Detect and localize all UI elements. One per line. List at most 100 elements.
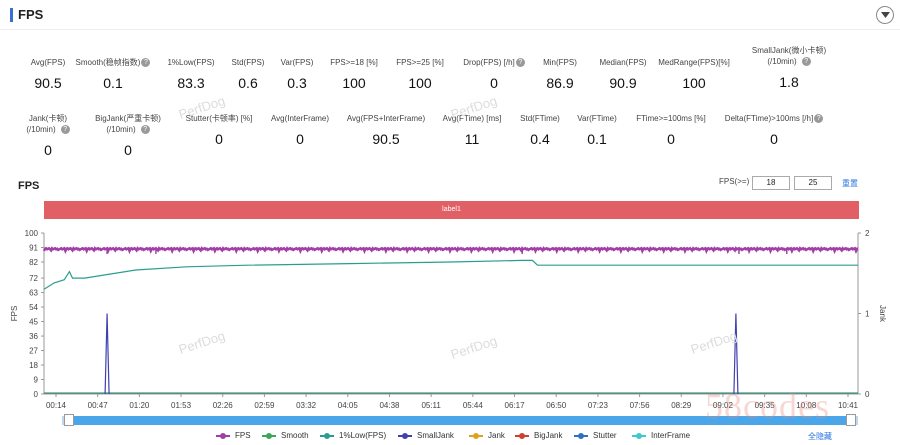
- stat-label-text: Var(FPS): [280, 58, 314, 67]
- stat-value: 0: [44, 142, 52, 158]
- legend-item-smooth[interactable]: Smooth: [262, 431, 309, 440]
- stat-label: Var(FPS): [237, 57, 357, 68]
- hide-all-button[interactable]: 全隐藏: [808, 432, 832, 441]
- stat-label-text: MedRange(FPS)[%]: [658, 58, 730, 67]
- y-tick-label: 45: [29, 318, 38, 327]
- stat-label-text: Avg(FPS+InterFrame): [346, 114, 426, 123]
- legend-label: SmallJank: [417, 431, 454, 440]
- legend-swatch: [398, 432, 412, 439]
- x-tick-label: 01:53: [171, 401, 192, 410]
- fps-threshold-input-2[interactable]: 25: [794, 176, 832, 190]
- stat-min-fps: Min(FPS) 86.9: [500, 57, 620, 91]
- legend-label: InterFrame: [651, 431, 691, 440]
- legend-label: Stutter: [593, 431, 617, 440]
- stat-label-text: Median(FPS): [599, 58, 647, 67]
- stat-avg-ftime-ms: Avg(FTime) [ms] 11: [412, 113, 532, 147]
- x-tick-label: 06:17: [505, 401, 526, 410]
- stat-median-fps: Median(FPS) 90.9: [563, 57, 683, 91]
- stat-label-text: Delta(FTime)>100ms [/h]: [724, 114, 814, 123]
- stat-value: 100: [408, 75, 432, 91]
- stat-label-text: Drop(FPS) [/h]: [463, 58, 515, 67]
- fps-line-chart[interactable]: 0 9 18 27 36 45 54 63 72 82 91 100 0 1 2 FPS Jank 00:14 00…: [0, 222, 900, 416]
- stat-ftime-100ms: FTime>=100ms [%] 0: [611, 113, 731, 147]
- legend-item-fps[interactable]: FPS: [216, 431, 251, 440]
- stat-fps-18: FPS>=18 [%] 100: [294, 57, 414, 91]
- y-tick-label: 0: [34, 390, 39, 399]
- stat-std-ftime: Std(FTime) 0.4: [480, 113, 600, 147]
- stat-label: FTime>=100ms [%]: [611, 113, 731, 124]
- help-icon[interactable]: ?: [60, 125, 70, 135]
- stat-label-text: 1%Low(FPS): [167, 58, 215, 67]
- stat-value: 90.5: [34, 75, 62, 91]
- stat-label: Median(FPS): [563, 57, 683, 68]
- stat-label-text: Var(FTime): [577, 114, 617, 123]
- x-tick-label: 07:23: [588, 401, 609, 410]
- stat-label-text: FTime>=100ms [%]: [636, 114, 706, 123]
- x-tick-label: 10:41: [838, 401, 859, 410]
- fps-threshold-input-1[interactable]: 18: [752, 176, 790, 190]
- stat-label: Drop(FPS) [/h]?: [434, 57, 554, 68]
- x-tick-label: 05:11: [421, 401, 441, 410]
- stat-value: 0.6: [238, 75, 258, 91]
- legend-item-jank[interactable]: Jank: [469, 431, 505, 440]
- stat-fps-25: FPS>=25 [%] 100: [360, 57, 480, 91]
- series-1pct-low-line: [43, 259, 858, 290]
- panel-header: FPS: [0, 0, 900, 30]
- legend-item-stutter[interactable]: Stutter: [574, 431, 617, 440]
- stat-value: 0.3: [287, 75, 307, 91]
- stat-label-text: Avg(FPS): [30, 58, 66, 67]
- legend-item-bigjank[interactable]: BigJank: [515, 431, 562, 440]
- stat-unit-text: (/10min): [26, 125, 56, 134]
- stat-bigjank: BigJank(严重卡顿) (/10min)? 0: [68, 113, 188, 158]
- stat-value: 11: [464, 131, 480, 147]
- x-tick-label: 09:35: [755, 401, 776, 410]
- x-tick-label: 07:56: [630, 401, 651, 410]
- reset-button[interactable]: 重置: [842, 179, 858, 188]
- stat-value: 0: [215, 131, 223, 147]
- help-icon[interactable]: ?: [515, 58, 525, 68]
- stat-smooth: Smooth(稳帧指数)? 0.1: [53, 57, 173, 91]
- stat-value: 0: [124, 142, 132, 158]
- legend-label: Jank: [488, 431, 505, 440]
- legend-item-smalljank[interactable]: SmallJank: [398, 431, 454, 440]
- stat-label: Min(FPS): [500, 57, 620, 68]
- stat-value: 0.1: [103, 75, 123, 91]
- help-icon[interactable]: ?: [814, 114, 824, 124]
- x-tick-label: 00:47: [88, 401, 109, 410]
- stat-avg-fps: Avg(FPS) 90.5: [0, 57, 108, 91]
- x-tick-label: 10:08: [796, 401, 817, 410]
- stat-value: 0: [667, 131, 675, 147]
- collapse-button[interactable]: [876, 6, 894, 24]
- stat-label: Var(FTime): [537, 113, 657, 124]
- stat-label: Stutter(卡顿率) [%]: [159, 113, 279, 124]
- fps-threshold-label: FPS(>=): [719, 177, 750, 186]
- stat-value: 90.9: [609, 75, 637, 91]
- stat-value: 90.5: [372, 131, 400, 147]
- panel-title: FPS: [18, 7, 44, 22]
- y-axis-title: FPS: [10, 306, 19, 322]
- zoom-slider-right-handle[interactable]: [846, 414, 856, 426]
- x-tick-label: 03:32: [296, 401, 317, 410]
- legend-swatch: [632, 432, 646, 439]
- legend-item-1-low-fps-[interactable]: 1%Low(FPS): [320, 431, 386, 440]
- help-icon[interactable]: ?: [141, 58, 151, 68]
- stat-label-text: FPS>=25 [%]: [396, 58, 444, 67]
- stat-value: 0.1: [587, 131, 607, 147]
- stat-label: Avg(FPS): [0, 57, 108, 68]
- stat-label: 1%Low(FPS): [131, 57, 251, 68]
- label-bar[interactable]: label1: [44, 201, 859, 219]
- zoom-slider-left-handle[interactable]: [64, 414, 74, 426]
- stat-label-text: Smooth(稳帧指数): [75, 58, 141, 67]
- y2-tick-label: 2: [865, 229, 870, 238]
- stat-var-fps: Var(FPS) 0.3: [237, 57, 357, 91]
- y2-axis-title: Jank: [878, 305, 887, 323]
- x-tick-label: 04:05: [338, 401, 359, 410]
- stat-label-unit: (/10min)?: [0, 124, 108, 135]
- zoom-slider-range[interactable]: [74, 416, 846, 425]
- legend-item-interframe[interactable]: InterFrame: [632, 431, 690, 440]
- y-tick-label: 72: [29, 274, 38, 283]
- help-icon[interactable]: ?: [140, 125, 150, 135]
- stat-medrange-fps: MedRange(FPS)[%] 100: [634, 57, 754, 91]
- stat-std-fps: Std(FPS) 0.6: [188, 57, 308, 91]
- help-icon[interactable]: ?: [801, 57, 811, 67]
